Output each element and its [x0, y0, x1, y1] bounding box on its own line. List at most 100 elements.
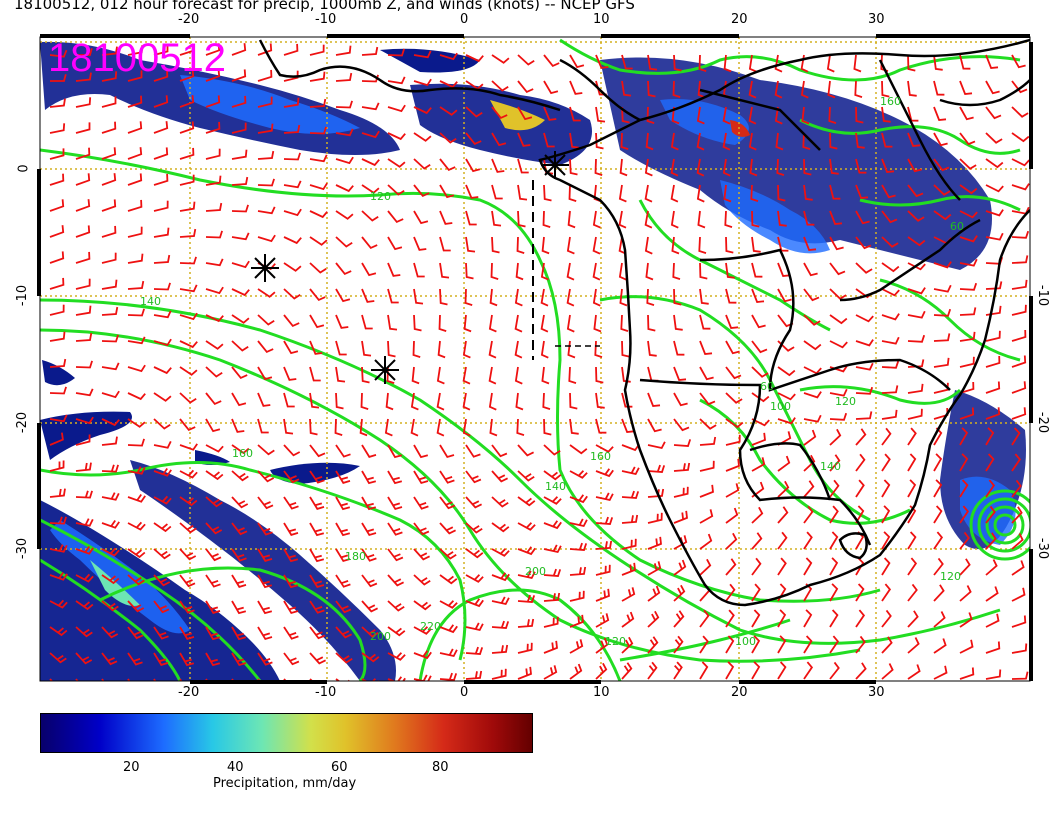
wind-barb	[855, 132, 865, 149]
wind-barb	[699, 314, 711, 330]
wind-barb	[1011, 407, 1027, 420]
wind-barb	[569, 614, 584, 628]
wind-barb	[881, 336, 900, 345]
wind-barb	[361, 102, 380, 111]
wind-barb	[205, 470, 224, 481]
wind-barb	[205, 340, 224, 350]
wind-barb	[933, 638, 947, 654]
wind-barb	[309, 496, 325, 510]
wind-barb	[413, 106, 432, 115]
wind-barb	[309, 182, 328, 191]
wind-barb	[985, 209, 1004, 217]
wind-barb	[1011, 329, 1027, 342]
wind-barb	[205, 548, 222, 562]
wind-barb	[933, 357, 950, 368]
wind-barb	[413, 158, 431, 170]
top-tick-label: -10	[315, 12, 337, 27]
wind-barb	[959, 427, 969, 446]
wind-barb	[361, 46, 379, 56]
wind-barb	[153, 200, 169, 212]
wind-barb	[413, 210, 429, 225]
wind-barb	[725, 635, 735, 654]
wind-barb	[387, 158, 406, 168]
wind-barb	[673, 54, 682, 72]
wind-barb	[179, 574, 196, 588]
wind-barb	[75, 434, 91, 446]
wind-barb	[436, 366, 445, 385]
wind-barb	[387, 184, 405, 196]
wind-barb	[231, 574, 247, 588]
wind-barb	[829, 236, 844, 251]
wind-barb	[179, 95, 195, 108]
wind-barb	[335, 626, 352, 639]
wind-barb	[488, 366, 497, 385]
wind-barb	[514, 340, 523, 359]
wind-barb	[257, 150, 275, 160]
wind-barb	[283, 262, 302, 272]
wind-barb	[413, 674, 432, 681]
wind-barb	[881, 262, 900, 273]
wind-barb	[985, 427, 995, 446]
wind-barb	[907, 479, 917, 498]
wind-barb	[829, 210, 843, 225]
wind-barb	[387, 574, 404, 587]
wind-barb	[179, 522, 197, 534]
wind-barb	[517, 570, 536, 580]
wind-barb	[696, 106, 705, 125]
wind-barb	[803, 236, 817, 251]
wind-barb	[725, 458, 740, 472]
wind-barb	[959, 132, 976, 146]
wind-barb	[803, 661, 814, 680]
wind-barb	[49, 626, 68, 637]
wind-barb	[413, 50, 432, 59]
wind-barb	[647, 536, 662, 550]
wind-barb	[231, 470, 249, 482]
wind-barb	[618, 184, 627, 203]
wind-barb	[907, 132, 921, 147]
wind-barb	[465, 54, 484, 63]
wind-barb	[413, 470, 429, 485]
wind-barb	[75, 462, 92, 472]
wind-barb	[543, 592, 561, 602]
wind-barb	[621, 538, 637, 550]
bottom-tick-label: 0	[460, 685, 469, 700]
contour-label: 100	[735, 635, 756, 648]
wind-barb	[855, 662, 867, 680]
wind-barb	[699, 460, 715, 472]
wind-barb	[777, 557, 787, 576]
wind-barb	[101, 652, 118, 666]
wind-barb	[75, 199, 91, 212]
wind-barb	[855, 583, 865, 602]
wind-barb	[179, 626, 195, 640]
wind-barb	[592, 262, 601, 281]
wind-barb	[595, 366, 604, 384]
wind-barb	[75, 360, 93, 369]
wind-barb	[829, 388, 848, 397]
wind-barb	[387, 522, 403, 536]
wind-barb	[127, 521, 146, 531]
wind-barb	[829, 262, 846, 276]
bottom-tick-label: 20	[731, 685, 748, 700]
wind-barb	[491, 184, 503, 200]
wind-barb	[179, 228, 197, 238]
wind-barb	[855, 158, 867, 174]
wind-barb	[491, 522, 510, 533]
wind-barb	[49, 571, 68, 581]
wind-barb	[231, 69, 247, 82]
wind-barb	[205, 444, 224, 453]
wind-barb	[387, 132, 406, 141]
wind-barb	[543, 640, 558, 654]
wind-barb	[959, 612, 973, 628]
wind-barb	[647, 464, 666, 473]
wind-barb	[543, 54, 560, 67]
wind-barb	[751, 314, 766, 329]
wind-barb	[410, 418, 419, 437]
wind-barb	[257, 496, 274, 510]
wind-barb	[722, 106, 731, 125]
wind-barb	[907, 184, 924, 198]
wind-barb	[179, 443, 198, 451]
wind-barb	[699, 609, 710, 628]
wind-barb	[153, 44, 169, 56]
wind-barb	[101, 173, 117, 186]
wind-barb	[829, 314, 848, 325]
